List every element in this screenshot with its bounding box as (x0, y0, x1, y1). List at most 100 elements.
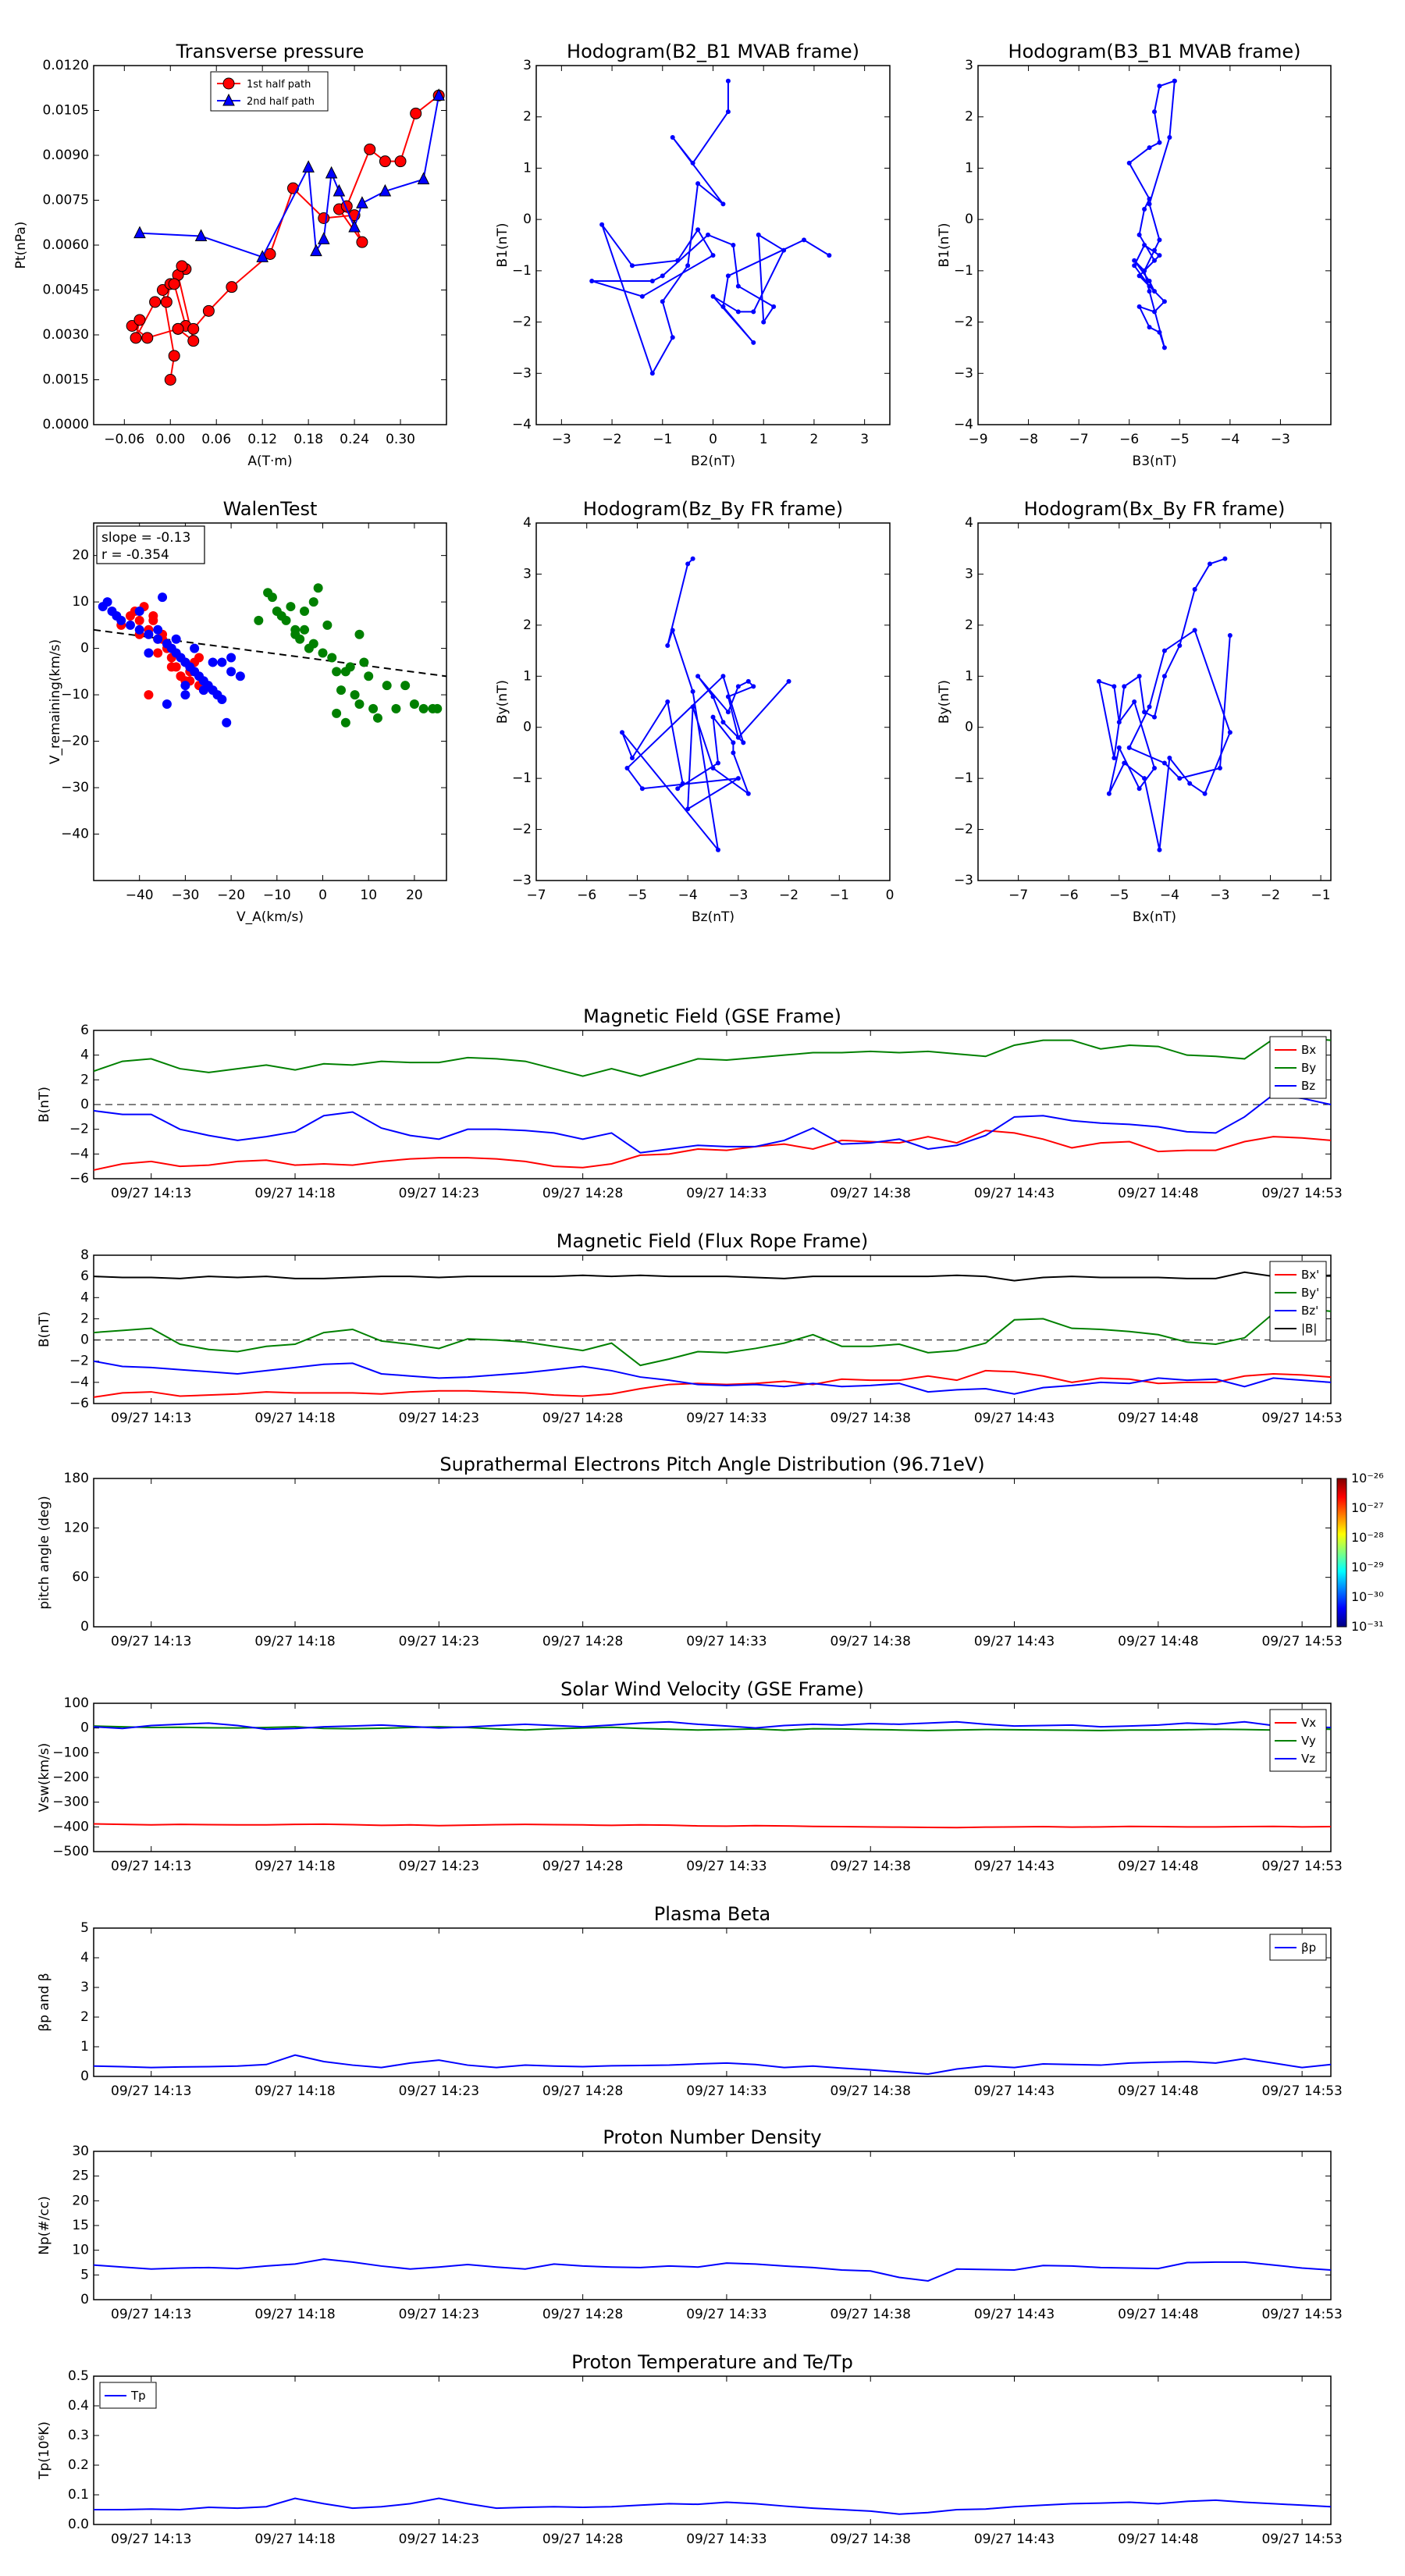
x-tick-label: 09/27 14:48 (1118, 1859, 1198, 1874)
data-point (690, 556, 695, 561)
annotation-r: r = -0.354 (101, 547, 169, 563)
data-point (318, 212, 330, 224)
legend-label: βp (1301, 1941, 1316, 1955)
y-tick-label: 0.0045 (43, 283, 89, 298)
x-tick-label: 09/27 14:43 (974, 2532, 1055, 2547)
x-tick-label: 09/27 14:53 (1261, 1186, 1342, 1201)
y-tick-label: −4 (69, 1375, 89, 1390)
x-tick-label: −8 (1019, 432, 1038, 447)
chart-plasma-beta: Plasma Beta 09/27 14:13 09/27 14:18 09/27 1… (37, 1903, 1343, 2099)
data-point (751, 309, 756, 315)
chart-magnetic-field-gse: Magnetic Field (GSE Frame) 09/27 14:13 09/… (37, 1005, 1343, 1201)
data-point (599, 222, 605, 227)
scatter-point-blue (162, 699, 172, 709)
x-tick-label: 09/27 14:43 (974, 2307, 1055, 2322)
scatter-point-blue (217, 695, 227, 705)
data-point (731, 750, 736, 756)
y-axis-label: B(nT) (37, 1087, 52, 1123)
data-point (725, 273, 731, 279)
x-tick-label: 09/27 14:53 (1261, 2532, 1342, 2547)
x-tick-label: 09/27 14:33 (686, 1411, 767, 1426)
series-line-By (93, 1037, 1332, 1077)
x-tick-label: 2 (810, 432, 819, 447)
scatter-point-green (327, 653, 337, 663)
data-point (620, 730, 625, 735)
data-point (725, 78, 731, 84)
data-point (771, 304, 777, 309)
x-tick-label: 09/27 14:53 (1261, 2083, 1342, 2099)
y-tick-label: 0 (523, 720, 532, 735)
legend-label: Bx (1301, 1043, 1316, 1057)
legend-label: By (1301, 1061, 1316, 1075)
y-tick-label: −6 (69, 1396, 89, 1411)
y-tick-label: 0.5 (68, 2368, 89, 2384)
x-tick-label: 0 (318, 888, 327, 903)
x-tick-label: −6 (1059, 888, 1079, 903)
x-tick-label: −7 (526, 888, 546, 903)
x-tick-label: 09/27 14:18 (254, 1859, 335, 1874)
colorbar-tick-label: 10⁻²⁶ (1351, 1471, 1384, 1485)
scatter-point-green (286, 602, 296, 612)
data-point (1161, 760, 1167, 766)
y-tick-label: 0.0105 (43, 103, 89, 119)
y-tick-label: −4 (69, 1146, 89, 1162)
x-tick-label: 09/27 14:43 (974, 2083, 1055, 2099)
data-point (302, 160, 315, 173)
data-point (1152, 289, 1157, 294)
x-tick-label: 09/27 14:53 (1261, 1411, 1342, 1426)
x-tick-label: 20 (406, 888, 423, 903)
x-tick-label: 09/27 14:38 (831, 1634, 911, 1649)
data-point (1208, 561, 1213, 567)
axes-frame (93, 1030, 1332, 1179)
data-point (1147, 279, 1152, 283)
axes-frame (93, 1478, 1332, 1628)
y-tick-label: 2 (80, 2009, 89, 2025)
y-tick-label: −1 (954, 770, 973, 786)
y-tick-label: 3 (523, 58, 532, 73)
x-tick-label: 0.06 (201, 432, 231, 447)
annotation-slope: slope = -0.13 (101, 530, 190, 546)
y-tick-label: 1 (523, 160, 532, 176)
data-point (761, 319, 767, 325)
y-tick-label: 120 (64, 1520, 89, 1535)
y-tick-label: 0.4 (68, 2398, 89, 2414)
chart-title: Magnetic Field (GSE Frame) (583, 1005, 841, 1027)
data-point (1126, 745, 1132, 750)
legend-label: By' (1301, 1286, 1319, 1300)
chart-title: Proton Number Density (603, 2126, 821, 2148)
x-tick-label: 09/27 14:48 (1118, 2083, 1198, 2099)
data-point (695, 181, 701, 187)
y-tick-label: 15 (72, 2218, 89, 2233)
data-point (649, 371, 655, 376)
data-point (1142, 243, 1147, 247)
scatter-point-green (382, 681, 392, 691)
x-tick-label: 09/27 14:38 (831, 2083, 911, 2099)
scatter-point-red (148, 615, 158, 625)
y-axis-label: B1(nT) (495, 223, 510, 268)
y-tick-label: −10 (61, 687, 89, 703)
y-tick-label: 0 (80, 1619, 89, 1635)
series-line-Bx' (93, 1369, 1332, 1398)
data-point (1116, 720, 1122, 725)
data-point (133, 226, 146, 239)
series-line-|B| (93, 1271, 1332, 1282)
x-tick-label: 09/27 14:33 (686, 1186, 767, 1201)
y-tick-label: 2 (523, 617, 532, 633)
y-tick-label: 30 (72, 2144, 89, 2159)
y-tick-label: 3 (965, 58, 973, 73)
data-point (1136, 304, 1142, 309)
x-tick-label: −9 (968, 432, 987, 447)
chart-title: WalenTest (223, 498, 318, 520)
data-point (589, 279, 595, 283)
scatter-point-green (308, 639, 318, 649)
scatter-point-green (418, 703, 429, 713)
data-point (348, 219, 361, 233)
data-point (1161, 345, 1167, 350)
y-tick-label: −2 (512, 822, 532, 838)
scatter-point-green (300, 624, 310, 635)
axes-frame (93, 522, 447, 881)
data-point (685, 806, 691, 812)
y-tick-label: 0 (965, 720, 973, 735)
data-point (725, 109, 731, 115)
data-point (1167, 135, 1172, 140)
